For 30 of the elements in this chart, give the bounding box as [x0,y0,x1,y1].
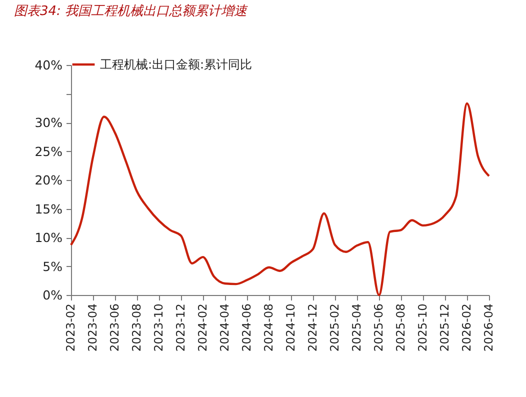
x-tick-label: 2024-12 [306,304,320,352]
y-tick-label: 40% [34,58,63,72]
x-tick-label: 2025-06 [372,304,386,352]
x-tick-label: 2026-02 [460,304,474,352]
y-tick-label: 25% [34,144,63,159]
x-tick-label: 2025-08 [394,304,408,352]
x-tick-label: 2023-02 [64,304,78,352]
x-tick-label: 2024-10 [284,304,298,352]
y-tick-label: 0% [42,288,63,302]
y-tick-label: 15% [34,201,63,216]
y-tick-label: 5% [42,258,63,274]
legend-label: 工程机械:出口金额:累计同比 [100,58,252,72]
x-tick-label: 2024-02 [196,304,210,352]
x-tick-label: 2026-04 [482,304,496,352]
x-tick-label: 2024-06 [240,304,254,352]
x-tick-label: 2025-04 [350,304,364,352]
y-tick-label: 10% [34,230,63,245]
y-tick-label: 30% [34,115,63,130]
x-tick-label: 2023-08 [130,304,144,352]
x-tick-label: 2024-08 [262,304,276,352]
x-tick-label: 2023-12 [174,304,188,352]
x-tick-label: 2025-12 [438,304,452,352]
x-tick-label: 2023-04 [86,304,100,352]
x-tick-label: 2023-10 [152,304,166,352]
x-tick-label: 2025-02 [328,304,342,352]
x-tick-label: 2024-04 [218,304,232,352]
chart-title: 图表34: 我国工程机械出口总额累计增速 [14,4,248,19]
x-tick-label: 2025-10 [416,304,430,352]
y-tick-label: 20% [34,172,63,188]
x-tick-label: 2023-06 [108,304,122,352]
